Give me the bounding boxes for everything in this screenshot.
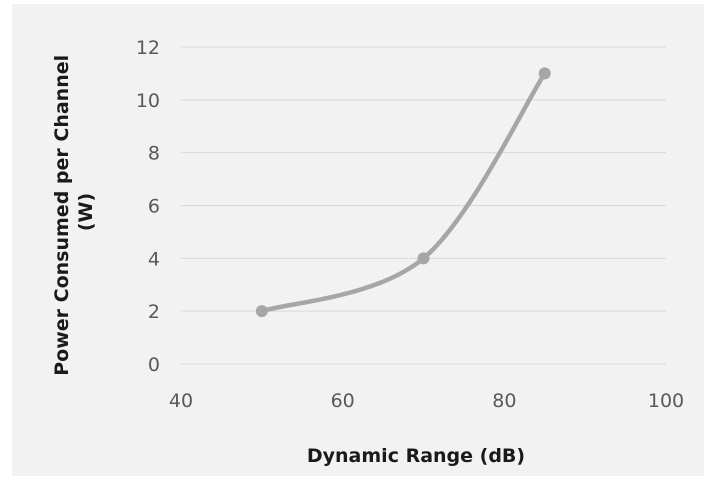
x-tick-label: 40 bbox=[169, 390, 193, 412]
data-point bbox=[417, 252, 430, 265]
x-tick-label: 100 bbox=[648, 390, 684, 412]
gridlines bbox=[181, 46, 666, 365]
y-tick-label: 2 bbox=[148, 301, 160, 323]
y-tick-label: 12 bbox=[136, 37, 160, 59]
y-tick-label: 10 bbox=[136, 90, 160, 112]
y-tick-label: 8 bbox=[148, 143, 160, 165]
x-tick-label: 80 bbox=[492, 390, 516, 412]
x-tick-labels: 40 60 80 100 bbox=[169, 390, 684, 412]
y-axis-title-line-1: Power Consumed per Channel bbox=[51, 55, 73, 376]
y-tick-label: 4 bbox=[148, 248, 160, 270]
data-point bbox=[538, 67, 551, 80]
chart-frame bbox=[12, 4, 704, 476]
x-axis-title: Dynamic Range (dB) bbox=[307, 445, 525, 467]
y-tick-label: 0 bbox=[148, 354, 160, 376]
y-tick-labels: 0 2 4 6 8 10 12 bbox=[136, 37, 160, 376]
x-tick-label: 60 bbox=[331, 390, 355, 412]
y-tick-label: 6 bbox=[148, 196, 160, 218]
series-group bbox=[255, 67, 551, 318]
y-axis-title: Power Consumed per Channel (W) bbox=[51, 48, 97, 376]
y-axis-title-line-2: (W) bbox=[75, 193, 97, 231]
series-line bbox=[259, 71, 547, 314]
data-point bbox=[255, 305, 268, 318]
